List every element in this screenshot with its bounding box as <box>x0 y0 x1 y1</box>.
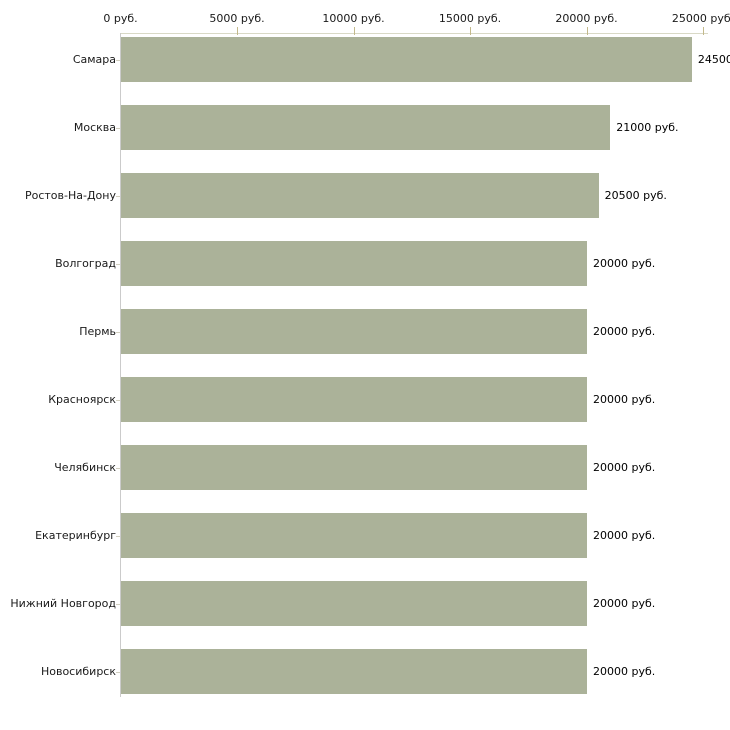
x-axis-tick-mark <box>703 27 704 35</box>
y-axis-tick-mark <box>116 263 120 265</box>
category-label: Челябинск <box>54 460 116 474</box>
category-label: Нижний Новгород <box>10 596 116 610</box>
y-axis-tick-mark <box>116 127 120 129</box>
value-label: 20500 руб. <box>604 188 667 202</box>
y-axis-tick-mark <box>116 671 120 673</box>
value-label: 20000 руб. <box>593 664 656 678</box>
bar <box>121 309 587 354</box>
category-label: Новосибирск <box>40 664 116 678</box>
bar <box>121 513 587 558</box>
bar <box>121 649 587 694</box>
bar <box>121 445 587 490</box>
category-label: Ростов-На-Дону <box>24 188 116 202</box>
bar <box>121 173 599 218</box>
x-axis-tick-mark <box>586 27 588 35</box>
y-axis-tick-mark <box>116 399 120 401</box>
y-axis-tick-mark <box>116 59 120 61</box>
y-axis-tick-mark <box>116 467 120 469</box>
y-axis-tick-mark <box>116 535 120 537</box>
y-axis-tick-mark <box>116 603 120 605</box>
y-axis-tick-mark <box>116 331 120 333</box>
value-label: 21000 руб. <box>616 120 679 134</box>
x-axis-tick-mark <box>237 27 238 35</box>
value-label: 20000 руб. <box>593 596 656 610</box>
x-axis-tick-label: 5000 руб. <box>209 12 265 25</box>
value-label: 20000 руб. <box>593 392 656 406</box>
x-axis-tick-mark <box>470 27 471 35</box>
y-axis-tick-mark <box>116 195 120 197</box>
y-axis-line <box>120 33 121 697</box>
x-axis-tick-label: 0 руб. <box>103 12 138 25</box>
category-label: Самара <box>72 52 116 66</box>
bar <box>121 105 611 150</box>
bar <box>121 241 587 286</box>
bar <box>121 377 587 422</box>
x-axis-tick-mark <box>353 27 355 35</box>
x-axis-line <box>120 33 708 34</box>
x-axis-tick-label: 15000 руб. <box>438 12 502 25</box>
value-label: 20000 руб. <box>593 528 656 542</box>
bar <box>121 37 692 82</box>
value-label: 24500 <box>697 52 730 66</box>
x-axis-tick-label: 10000 руб. <box>322 12 385 25</box>
category-label: Красноярск <box>48 392 116 406</box>
value-label: 20000 руб. <box>593 324 656 338</box>
category-label: Волгоград <box>55 256 116 270</box>
category-label: Москва <box>73 120 116 134</box>
x-axis-tick-label: 20000 руб. <box>555 12 618 25</box>
category-label: Екатеринбург <box>35 528 116 542</box>
value-label: 20000 руб. <box>593 256 656 270</box>
x-axis-tick-label: 25000 руб. <box>671 12 730 25</box>
bar <box>121 581 587 626</box>
value-label: 20000 руб. <box>593 460 656 474</box>
category-label: Пермь <box>79 324 116 338</box>
